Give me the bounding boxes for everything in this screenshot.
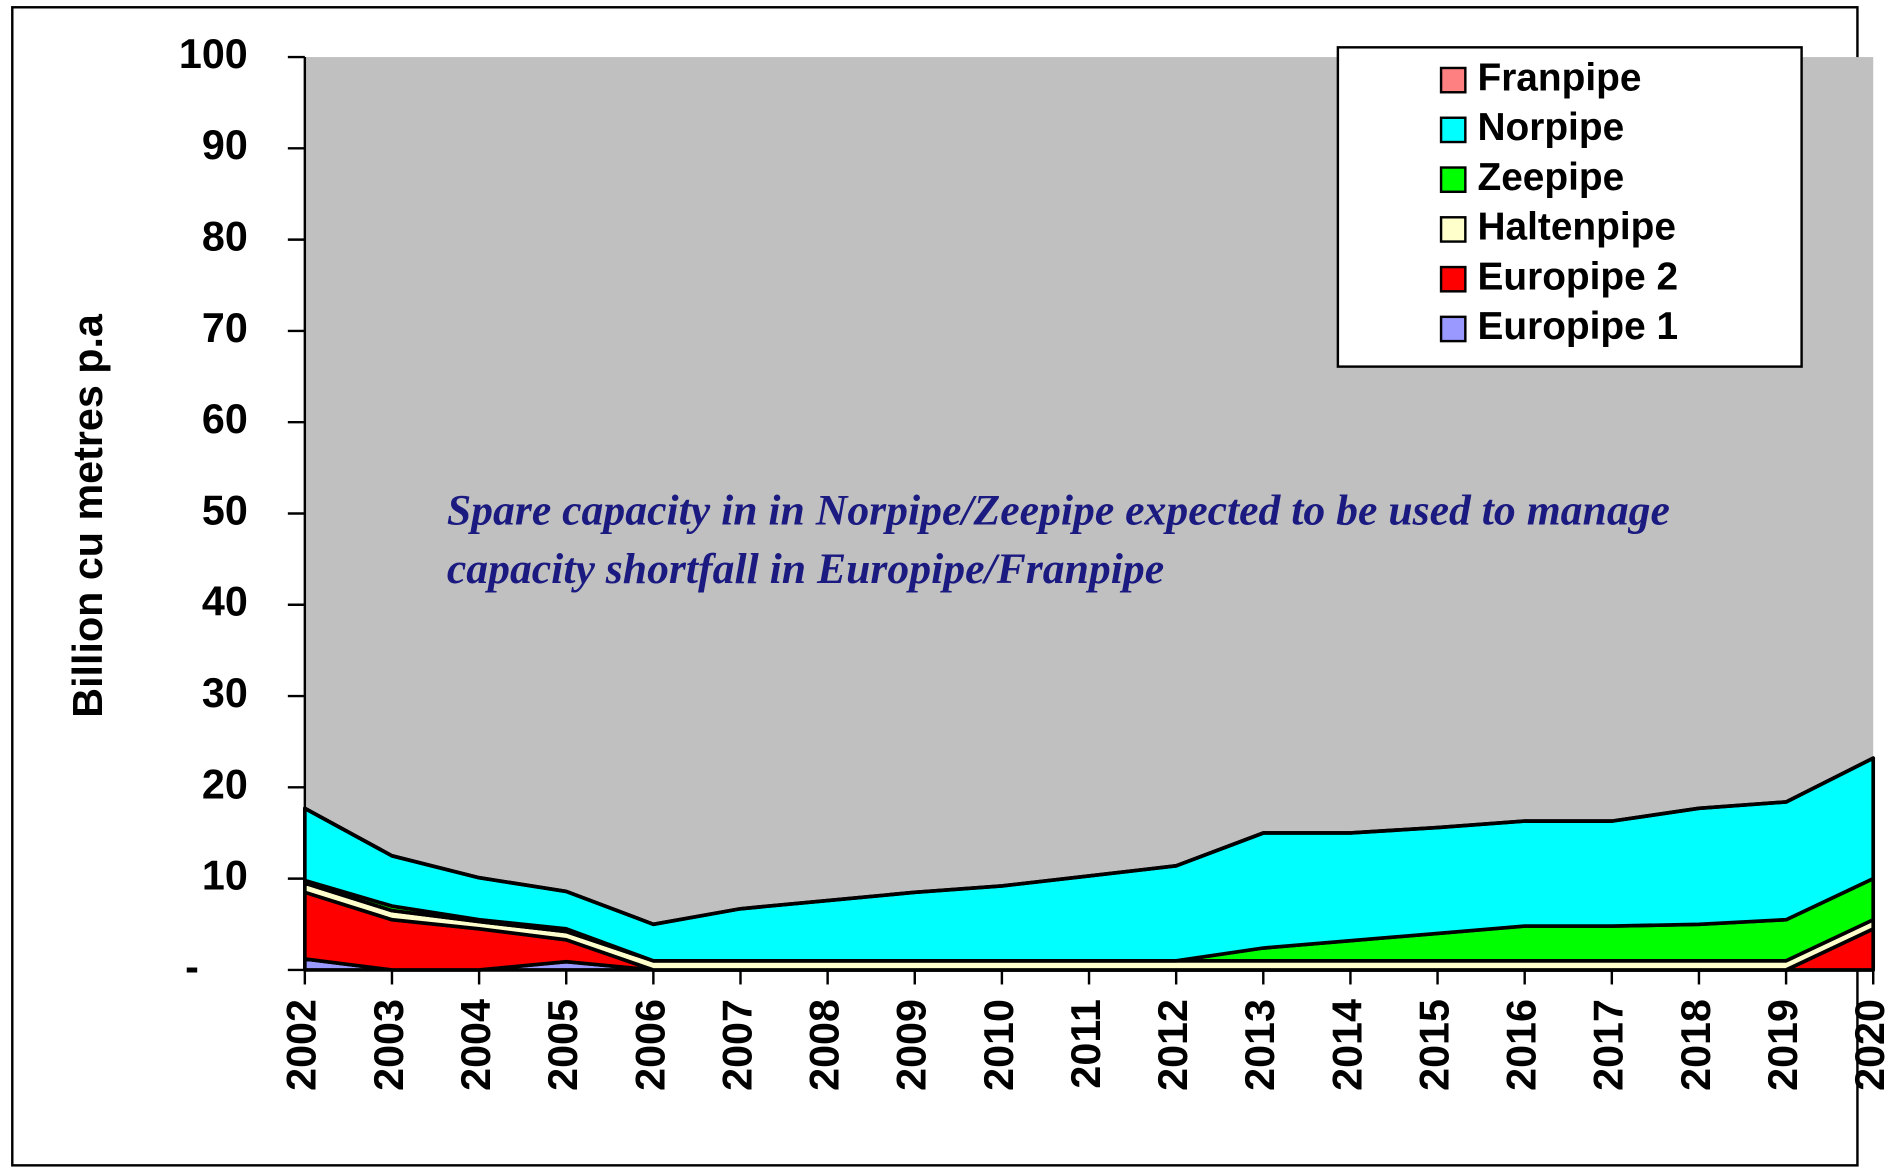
y-tick-label: 10 [202, 853, 248, 899]
x-tick-label: 2013 [1237, 999, 1283, 1091]
legend-swatch [1439, 265, 1467, 293]
legend-label: Europipe 1 [1477, 305, 1678, 348]
y-tick-label: 50 [202, 487, 248, 533]
x-tick-label: 2002 [279, 999, 325, 1091]
legend-swatch [1439, 166, 1467, 194]
legend-swatch [1439, 116, 1467, 144]
y-tick-label: 70 [202, 305, 248, 351]
legend-label: Norpipe [1477, 106, 1624, 149]
y-tick-label: - [185, 944, 199, 990]
y-tick-label: 90 [202, 122, 248, 168]
x-tick-label: 2018 [1673, 999, 1719, 1091]
legend-swatch [1439, 216, 1467, 243]
annotation: Spare capacity in in Norpipe/Zeepipe exp… [447, 487, 1670, 535]
x-tick-label: 2015 [1411, 999, 1457, 1091]
x-tick-label: 2009 [889, 999, 935, 1091]
y-tick-label: 20 [202, 761, 248, 807]
x-tick-label: 2004 [453, 999, 499, 1091]
x-tick-label: 2008 [802, 999, 848, 1091]
y-tick-label: 80 [202, 214, 248, 260]
x-tick-label: 2017 [1586, 999, 1632, 1091]
legend-swatch [1439, 315, 1467, 343]
x-tick-label: 2014 [1324, 999, 1370, 1091]
x-tick-label: 2012 [1150, 999, 1196, 1091]
x-tick-label: 2003 [366, 999, 412, 1091]
legend-label: Europipe 2 [1477, 255, 1678, 298]
x-tick-label: 2011 [1063, 999, 1109, 1089]
x-tick-label: 2010 [976, 999, 1022, 1091]
legend-label: Haltenpipe [1477, 206, 1675, 249]
x-tick-label: 2019 [1760, 999, 1806, 1091]
legend-box [1336, 46, 1803, 368]
x-tick-label: 2020 [1847, 999, 1893, 1091]
annotation: capacity shortfall in Europipe/Franpipe [447, 545, 1164, 593]
y-tick-label: 40 [202, 579, 248, 625]
x-tick-label: 2006 [627, 999, 673, 1091]
legend-label: Franpipe [1477, 56, 1641, 99]
x-tick-label: 2007 [714, 999, 760, 1091]
y-tick-label: 100 [179, 31, 248, 77]
y-tick-label: 60 [202, 396, 248, 442]
legend-swatch [1439, 66, 1467, 94]
y-axis-label: Billion cu metres p.a [65, 313, 111, 718]
legend: Franpipe Norpipe Zeepipe Haltenpipe Europipe… [1336, 46, 1803, 368]
x-tick-label: 2005 [540, 999, 586, 1091]
x-tick-label: 2016 [1499, 999, 1545, 1091]
y-tick-label: 30 [202, 670, 248, 716]
area [303, 756, 1876, 927]
legend-label: Zeepipe [1477, 156, 1624, 199]
